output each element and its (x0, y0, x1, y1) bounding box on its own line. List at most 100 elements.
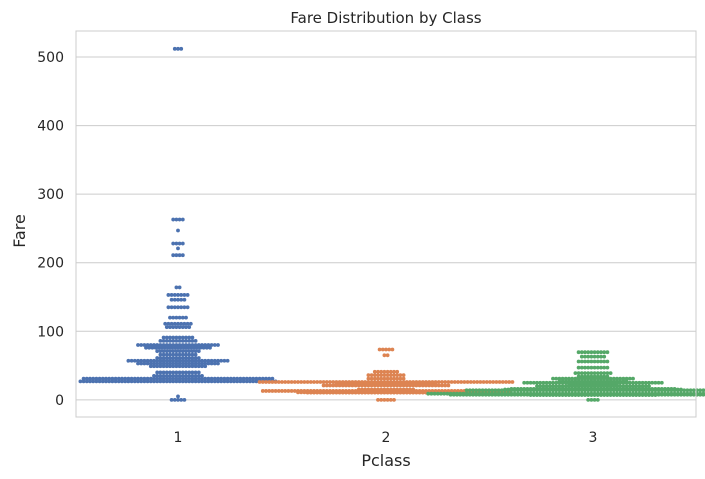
data-point-class-3 (682, 392, 687, 397)
data-point-class-3 (563, 380, 568, 385)
data-point-class-3 (522, 392, 527, 397)
data-point-class-1 (193, 352, 198, 357)
data-point-class-1 (132, 358, 137, 363)
data-point-class-2 (388, 397, 393, 402)
data-point-class-1 (212, 379, 217, 384)
data-point-class-3 (493, 392, 498, 397)
data-point-class-1 (179, 293, 184, 297)
data-point-class-1 (168, 361, 172, 366)
data-point-class-1 (200, 364, 204, 369)
data-point-class-2 (302, 380, 307, 384)
data-point-class-2 (443, 380, 448, 384)
data-point-class-2 (414, 390, 419, 395)
data-point-class-3 (621, 388, 626, 393)
data-point-class-1 (100, 379, 105, 384)
data-point-class-3 (595, 371, 600, 376)
data-point-class-3 (522, 380, 527, 385)
data-point-class-3 (573, 376, 578, 381)
data-point-class-1 (158, 361, 163, 366)
data-point-class-2 (446, 380, 451, 384)
data-point-class-3 (554, 393, 559, 397)
data-point-class-1 (180, 325, 185, 330)
data-point-class-2 (321, 390, 326, 395)
data-point-class-3 (599, 359, 603, 364)
data-point-class-1 (184, 356, 188, 360)
data-point-class-2 (497, 380, 502, 384)
data-point-class-1 (216, 376, 220, 381)
data-point-class-1 (203, 376, 208, 381)
data-point-class-1 (84, 376, 89, 381)
data-point-class-3 (477, 392, 482, 397)
data-point-class-1 (116, 379, 121, 384)
data-point-class-1 (235, 376, 240, 381)
data-point-class-1 (180, 376, 185, 381)
data-point-class-1 (187, 373, 192, 378)
data-point-class-1 (174, 364, 179, 369)
data-point-class-3 (586, 397, 591, 402)
data-point-class-3 (583, 384, 587, 389)
data-point-class-1 (155, 356, 160, 360)
data-point-class-2 (347, 390, 352, 395)
data-point-class-3 (499, 388, 504, 393)
data-point-class-1 (107, 376, 112, 381)
data-point-class-3 (589, 397, 594, 402)
data-point-class-1 (184, 379, 188, 384)
data-point-class-1 (176, 397, 180, 402)
data-point-class-3 (535, 384, 539, 389)
data-point-class-3 (595, 376, 600, 381)
data-point-class-1 (179, 397, 184, 402)
data-point-class-1 (158, 379, 163, 384)
data-point-class-3 (544, 388, 549, 393)
data-point-class-3 (631, 388, 635, 393)
data-point-class-1 (174, 285, 179, 290)
data-point-class-1 (168, 339, 172, 343)
data-point-class-1 (184, 364, 188, 369)
data-point-class-1 (182, 397, 187, 402)
data-point-class-1 (148, 376, 153, 381)
data-point-class-3 (573, 393, 578, 397)
data-point-class-1 (174, 325, 179, 330)
data-point-class-3 (535, 393, 539, 397)
data-point-class-2 (385, 383, 390, 388)
data-point-class-1 (212, 358, 217, 363)
data-point-class-2 (337, 390, 342, 395)
data-point-class-3 (576, 371, 581, 376)
data-point-class-3 (659, 380, 664, 385)
data-point-class-1 (168, 373, 172, 378)
data-point-class-1 (198, 345, 203, 350)
data-point-class-3 (675, 392, 680, 397)
data-point-class-3 (637, 393, 642, 397)
data-point-class-3 (627, 393, 632, 397)
data-point-class-2 (404, 390, 409, 395)
data-point-class-3 (589, 365, 594, 370)
data-point-class-1 (158, 358, 163, 363)
data-point-class-3 (643, 393, 648, 397)
data-point-class-1 (164, 352, 169, 357)
data-point-class-3 (451, 392, 456, 397)
data-point-class-1 (172, 321, 177, 326)
data-point-class-2 (315, 390, 320, 395)
data-point-class-3 (595, 388, 600, 393)
data-point-class-1 (176, 394, 180, 399)
data-point-class-1 (171, 325, 176, 330)
data-point-class-2 (260, 389, 265, 393)
data-point-class-3 (675, 388, 680, 393)
data-point-class-2 (436, 380, 441, 384)
data-point-class-1 (150, 345, 155, 350)
data-point-class-1 (190, 343, 195, 347)
data-point-class-2 (510, 380, 515, 384)
data-point-class-1 (174, 379, 179, 384)
data-point-class-3 (631, 376, 635, 381)
data-point-class-2 (328, 383, 332, 388)
data-point-class-2 (436, 383, 441, 388)
data-point-class-1 (187, 356, 192, 360)
data-point-class-2 (395, 373, 400, 378)
data-point-class-1 (126, 379, 131, 384)
data-point-class-2 (401, 373, 406, 378)
data-point-class-2 (385, 369, 390, 374)
data-point-class-2 (420, 390, 425, 395)
data-point-class-3 (579, 365, 584, 370)
data-point-class-1 (196, 370, 201, 375)
data-point-class-1 (168, 325, 172, 330)
data-point-class-1 (193, 343, 198, 347)
